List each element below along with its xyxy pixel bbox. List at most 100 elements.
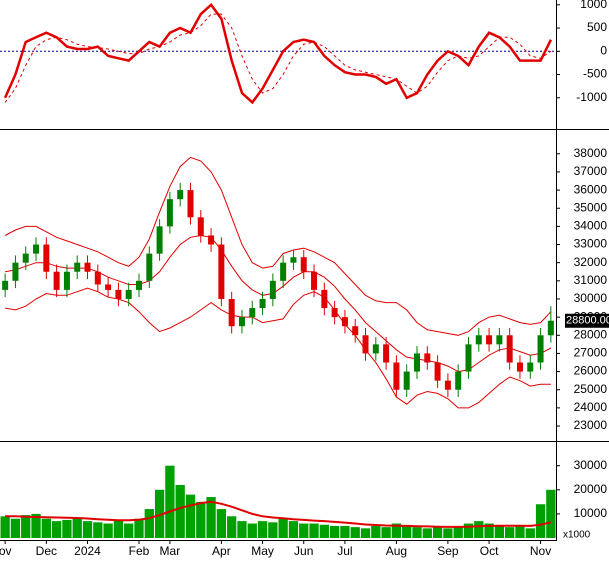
candle-body: [208, 235, 215, 245]
volume-bar: [41, 518, 51, 538]
candle-body: [12, 262, 19, 281]
candle-body: [259, 298, 266, 309]
candle-body: [434, 362, 441, 381]
y-tick-label: 33000: [574, 237, 608, 251]
series-line: [5, 287, 551, 409]
y-tick-label: 38000: [574, 146, 608, 160]
candle-body: [424, 353, 431, 363]
volume-bar: [124, 523, 134, 538]
y-tick-label: 30000: [574, 291, 608, 305]
candle-body: [33, 244, 40, 254]
volume-bar: [175, 484, 185, 538]
candle-body: [156, 226, 163, 254]
y-tick-label: 1000: [580, 0, 607, 11]
y-tick-label: 10000: [574, 506, 608, 520]
candle-body: [506, 335, 513, 363]
x-tick-label: Feb: [129, 544, 150, 558]
candle-body: [403, 371, 410, 390]
y-tick-label: 34000: [574, 219, 608, 233]
volume-bar: [402, 525, 412, 538]
volume-bar: [237, 521, 247, 538]
x-tick-label: Dec: [36, 544, 57, 558]
x-tick-label: Mar: [160, 544, 181, 558]
candle-body: [496, 335, 503, 345]
x-tick-label: ov: [0, 544, 11, 558]
candle-body: [166, 199, 173, 227]
volume-bar: [319, 524, 329, 538]
volume-bar: [350, 527, 360, 538]
y-tick-label: 35000: [574, 200, 608, 214]
last-price-box: [565, 313, 609, 328]
x-tick-label: Nov: [530, 544, 551, 558]
volume-bar: [360, 528, 371, 538]
volume-bar: [247, 523, 257, 538]
candle-body: [414, 353, 420, 372]
candle-body: [290, 257, 297, 263]
y-tick-label: 36000: [574, 182, 608, 196]
volume-bar: [525, 528, 535, 538]
volume-bar: [484, 523, 494, 538]
volume-bar: [329, 525, 340, 538]
candle-body: [547, 320, 554, 336]
candle-body: [516, 362, 523, 372]
volume-bar: [505, 527, 515, 538]
candle-body: [177, 190, 184, 200]
y-tick-label: 30000: [574, 458, 608, 472]
volume-bar: [144, 509, 154, 538]
volume-bar: [432, 527, 443, 538]
volume-bar: [391, 523, 402, 538]
volume-bar: [206, 497, 216, 538]
volume-bar: [546, 489, 556, 538]
y-tick-label: -500: [583, 67, 607, 81]
volume-bar: [21, 515, 31, 538]
candle-body: [372, 344, 379, 354]
volume-bar: [51, 521, 62, 538]
volume-bar: [412, 527, 422, 538]
volume-bar: [453, 525, 463, 538]
volume-bar: [227, 516, 237, 538]
y-tick-label: -1000: [576, 90, 607, 104]
series-line: [5, 500, 552, 528]
series-line: [4, 156, 552, 336]
candle-body: [280, 262, 287, 281]
y-tick-label: 0: [600, 43, 607, 57]
y-tick-label: 20000: [574, 482, 608, 496]
y-tick-label: 32000: [574, 255, 608, 269]
x-tick-label: May: [251, 544, 274, 558]
candle-body: [311, 271, 318, 290]
y-tick-label: 26000: [574, 364, 608, 378]
y-tick-label: 23000: [574, 418, 608, 432]
candle-body: [115, 289, 122, 299]
candle-body: [537, 335, 544, 363]
volume-bar: [535, 504, 546, 538]
candle-body: [228, 298, 235, 327]
volume-bar: [216, 509, 227, 538]
last-price-label: 28800.00: [566, 315, 609, 327]
volume-bar: [474, 521, 484, 538]
candle-body: [486, 335, 493, 345]
volume-bar: [196, 501, 206, 538]
candle-body: [352, 326, 359, 336]
candle-body: [53, 271, 60, 290]
candle-body: [105, 284, 112, 290]
volume-bar: [72, 518, 82, 538]
volume-bar: [0, 516, 10, 538]
volume-bar: [463, 523, 474, 538]
candle-body: [197, 217, 204, 236]
volume-bar: [113, 519, 124, 538]
candle-body: [125, 289, 132, 299]
volume-bar: [257, 521, 268, 538]
candle-body: [94, 271, 101, 285]
volume-bar: [154, 489, 165, 538]
candle-body: [444, 380, 451, 390]
candle-body: [146, 253, 153, 281]
volume-bar: [443, 528, 453, 538]
y-tick-label: 31000: [574, 273, 608, 287]
candle-body: [455, 371, 462, 390]
y-tick-label: 27000: [574, 346, 608, 360]
volume-bar: [185, 494, 196, 538]
x-tick-label: 2024: [74, 544, 101, 558]
candle-body: [74, 262, 81, 272]
